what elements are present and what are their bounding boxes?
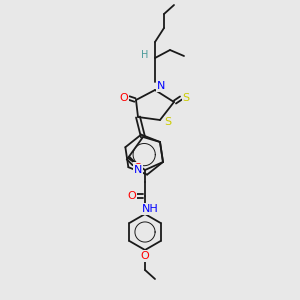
Text: O: O <box>141 251 149 261</box>
Text: N: N <box>134 165 142 175</box>
Text: S: S <box>164 117 172 127</box>
Text: S: S <box>182 93 190 103</box>
Text: NH: NH <box>142 204 158 214</box>
Text: O: O <box>120 93 128 103</box>
Text: O: O <box>134 163 142 173</box>
Text: H: H <box>141 50 149 60</box>
Text: O: O <box>128 191 136 201</box>
Text: N: N <box>157 81 165 91</box>
